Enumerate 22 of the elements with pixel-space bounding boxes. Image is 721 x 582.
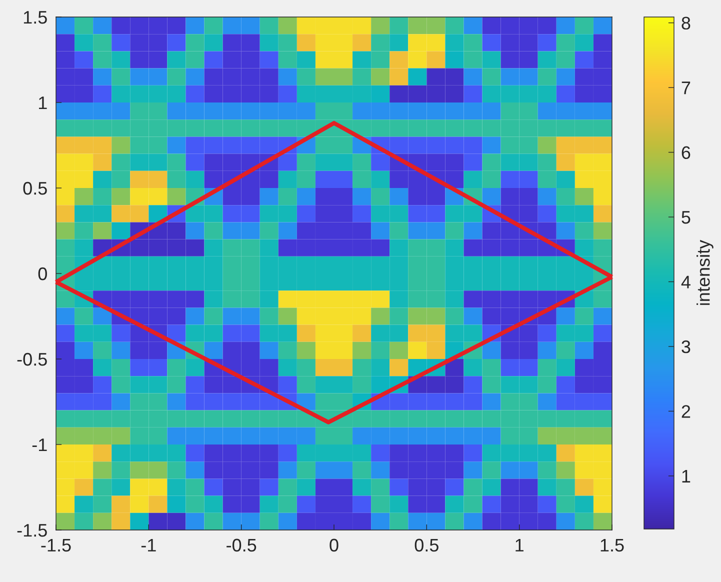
- y-tick-label: 1.5: [24, 11, 47, 24]
- x-tick-label: 1.5: [600, 538, 624, 552]
- y-tick-label: -1: [32, 438, 47, 452]
- y-tick-label: 1: [39, 96, 47, 110]
- y-tick-label: -0.5: [17, 352, 47, 366]
- color-bar-label: 8: [682, 16, 690, 30]
- color-bar-label: 6: [682, 146, 690, 159]
- x-tick-label: 0: [330, 538, 338, 552]
- y-tick-label: 0.5: [23, 182, 47, 195]
- x-tick-label: -1: [141, 538, 156, 552]
- color-bar-title: intensity: [696, 240, 714, 305]
- color-bar-label: 2: [682, 405, 690, 418]
- color-bar-label: 4: [681, 276, 690, 288]
- x-tick-label: 0.5: [414, 538, 438, 552]
- y-tick-label: 0: [38, 267, 47, 280]
- color-bar-label: 1: [682, 470, 690, 482]
- x-tick-label: 1: [516, 538, 524, 552]
- color-bar-label: 5: [682, 211, 690, 224]
- x-tick-label: -0.5: [226, 538, 256, 552]
- color-bar-label: 7: [682, 82, 690, 94]
- y-tick-label: -1.5: [17, 524, 47, 537]
- color-bar-label: 3: [682, 340, 690, 354]
